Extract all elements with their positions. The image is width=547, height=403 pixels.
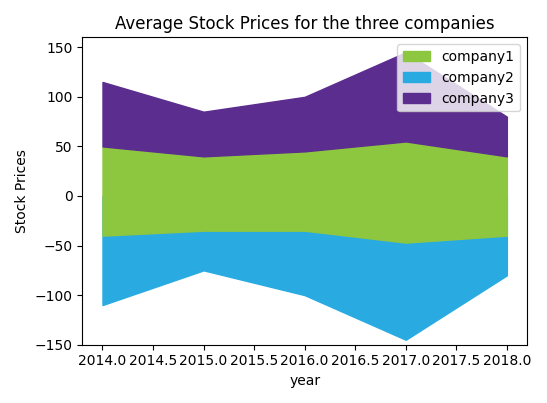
Legend: company1, company2, company3: company1, company2, company3 — [397, 44, 520, 111]
Title: Average Stock Prices for the three companies: Average Stock Prices for the three compa… — [115, 15, 494, 33]
X-axis label: year: year — [289, 374, 320, 388]
Y-axis label: Stock Prices: Stock Prices — [15, 149, 29, 233]
